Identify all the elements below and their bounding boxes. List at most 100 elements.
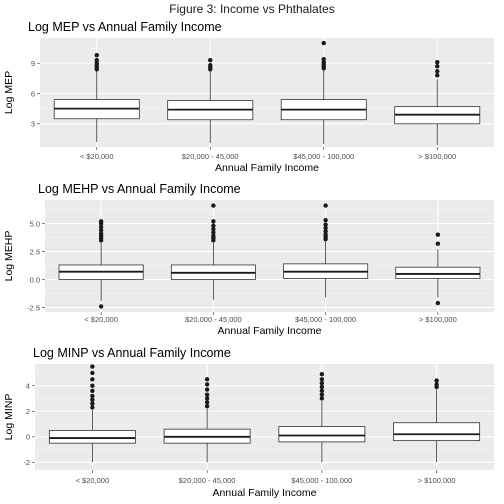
x-tick-label: $45,000 - 100,000 [291, 476, 352, 485]
outlier-point [319, 380, 325, 386]
outlier-point [208, 58, 213, 63]
y-tick-label: 3 [31, 120, 35, 129]
outlier-point [94, 61, 99, 66]
y-axis-label: Log MEP [3, 71, 15, 114]
box-3 [283, 203, 369, 298]
x-tick-label: $45,000 - 100,000 [293, 152, 354, 161]
box-3 [278, 372, 366, 463]
outlier-point [435, 232, 441, 237]
x-tick-label: $20,000 - 45,000 [179, 476, 236, 485]
y-tick-label: -2 [23, 458, 30, 467]
outlier-point [90, 397, 95, 402]
outlier-point [98, 231, 104, 236]
outlier-point [319, 384, 325, 390]
outlier-point [90, 370, 95, 376]
x-tick-label: < $20,000 [76, 476, 110, 485]
x-tick-label: $45,000 - 100,000 [295, 315, 356, 324]
outlier-point [319, 372, 325, 377]
panel-1: Log MEP vs Annual Family Income 3 6 9 < $20,… [3, 20, 494, 174]
outlier-point [319, 388, 325, 394]
outlier-point [435, 73, 440, 78]
box-1 [48, 364, 136, 463]
outlier-point [211, 223, 216, 228]
box-4 [393, 378, 481, 463]
x-tick-label: $20,000 - 45,000 [185, 315, 242, 324]
y-tick-label: 2 [26, 407, 30, 416]
outlier-point [90, 401, 95, 406]
panel-title: Log MEHP vs Annual Family Income [38, 182, 241, 196]
x-axis-label: Annual Family Income [218, 325, 322, 337]
outlier-point [211, 233, 216, 239]
outlier-point [90, 377, 95, 382]
panel-title: Log MINP vs Annual Family Income [33, 346, 231, 360]
box-2 [163, 377, 251, 463]
outlier-point [90, 388, 95, 394]
outlier-point [90, 393, 95, 399]
box-4 [395, 232, 481, 306]
x-tick-label: $20,000 - 45,000 [182, 152, 239, 161]
outlier-point [204, 400, 210, 405]
outlier-point [323, 225, 328, 231]
panel-3: Log MINP vs Annual Family Income -2 0 2 4 < $… [3, 346, 494, 499]
x-tick-label: < $20,000 [80, 152, 114, 161]
x-tick-label: < $20,000 [84, 315, 118, 324]
outlier-point [211, 219, 216, 224]
outlier-point [323, 203, 328, 208]
outlier-point [98, 224, 104, 230]
panel-background [35, 364, 494, 470]
outlier-point [90, 364, 95, 369]
outlier-point [435, 64, 440, 69]
outlier-point [321, 60, 326, 65]
y-axis-label: Log MINP [3, 394, 15, 441]
outlier-point [204, 382, 210, 387]
box-3 [280, 40, 367, 144]
outlier-point [434, 378, 439, 383]
iqr-box [278, 426, 366, 443]
outlier-point [323, 232, 328, 237]
outlier-point [435, 300, 441, 306]
y-tick-label: 4 [26, 382, 30, 391]
y-tick-label: -2.5 [27, 303, 40, 312]
outlier-point [94, 52, 99, 58]
outlier-point [435, 241, 441, 246]
y-tick-label: 0 [26, 433, 30, 442]
outlier-point [208, 63, 213, 68]
outlier-point [90, 383, 95, 388]
box-2 [170, 203, 256, 300]
outlier-point [319, 392, 325, 397]
x-axis-label: Annual Family Income [213, 487, 317, 499]
y-axis-label: Log MEHP [3, 231, 15, 282]
iqr-box [393, 422, 481, 442]
outlier-point [321, 40, 326, 46]
panel-background [40, 38, 494, 147]
outlier-point [204, 403, 210, 409]
outlier-point [211, 226, 216, 232]
x-tick-label: > $100,000 [419, 315, 457, 324]
y-tick-label: 6 [31, 89, 35, 98]
y-tick-label: 5.0 [30, 219, 40, 228]
outlier-point [94, 58, 99, 63]
outlier-point [319, 377, 325, 382]
panel-background [45, 200, 494, 312]
panel-title: Log MEP vs Annual Family Income [28, 20, 222, 34]
outlier-point [323, 229, 328, 234]
outlier-point [204, 396, 210, 401]
outlier-point [323, 217, 328, 223]
panel-2: Log MEHP vs Annual Family Income -2.5 0.0 2… [3, 182, 494, 337]
outlier-point [319, 396, 325, 401]
outlier-point [321, 56, 326, 62]
outlier-point [90, 405, 95, 410]
outlier-point [204, 377, 210, 382]
box-2 [167, 58, 254, 143]
x-axis-label: Annual Family Income [215, 162, 319, 174]
figure-title: Figure 3: Income vs Phthalates [169, 2, 335, 16]
outlier-point [204, 392, 210, 397]
y-tick-label: 2.5 [30, 247, 40, 256]
outlier-point [435, 69, 440, 74]
box-1 [58, 219, 144, 309]
y-tick-label: 9 [31, 59, 35, 68]
y-tick-label: 0.0 [30, 275, 40, 284]
outlier-point [98, 304, 104, 309]
iqr-box [48, 430, 136, 444]
